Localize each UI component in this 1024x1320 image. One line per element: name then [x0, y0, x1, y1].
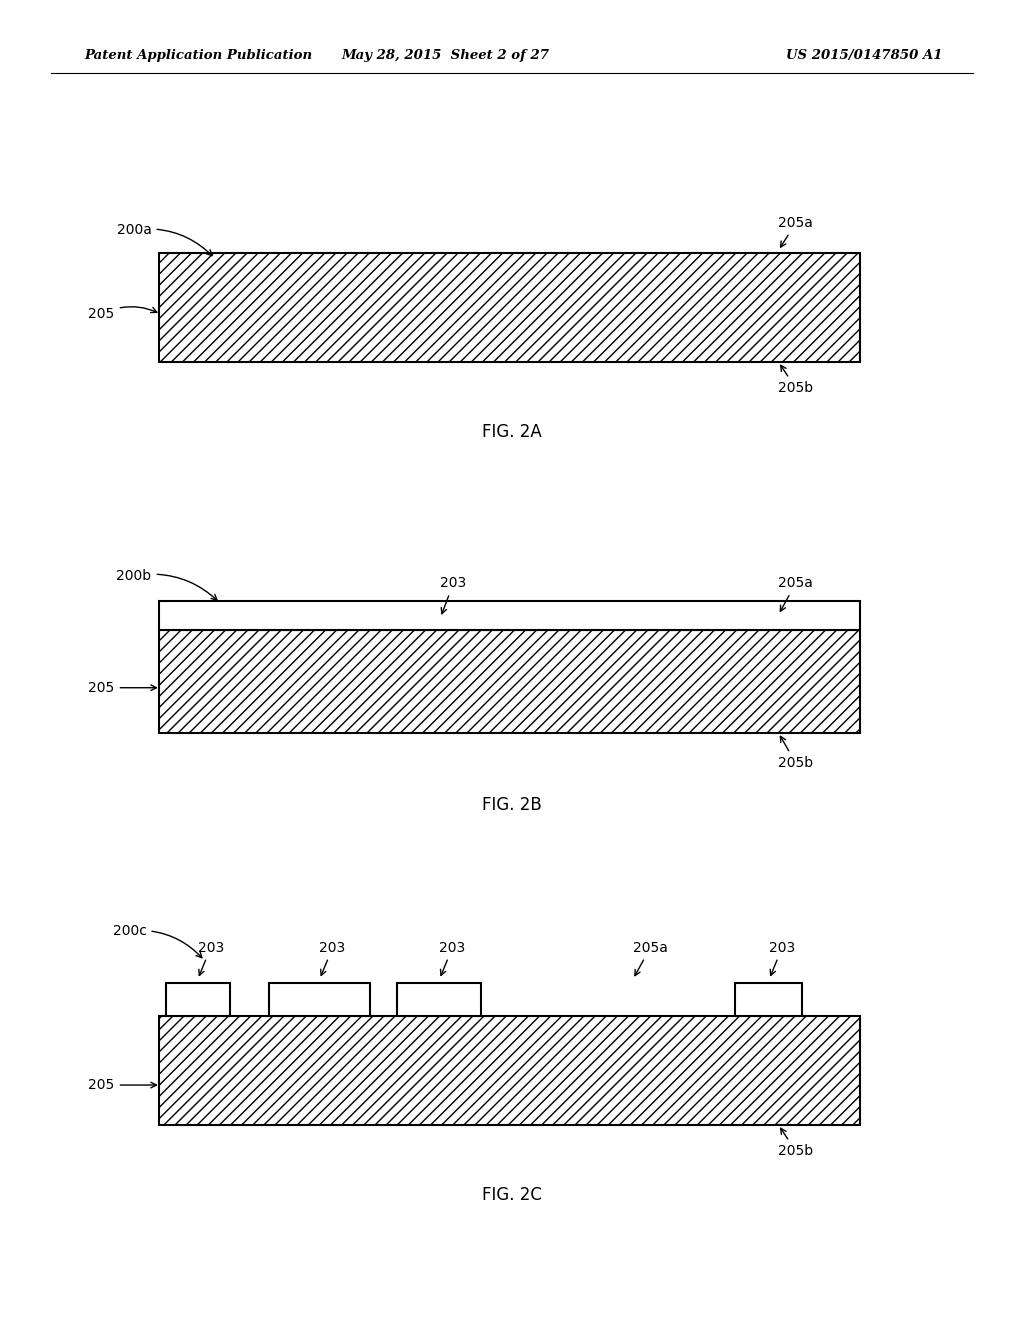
Text: 205: 205 — [88, 1078, 157, 1092]
Text: 203: 203 — [198, 941, 224, 975]
Text: FIG. 2A: FIG. 2A — [482, 422, 542, 441]
Text: 200a: 200a — [117, 223, 212, 256]
Bar — [159, 601, 860, 630]
Text: 205a: 205a — [633, 941, 668, 975]
Text: 205a: 205a — [778, 216, 813, 247]
Text: May 28, 2015  Sheet 2 of 27: May 28, 2015 Sheet 2 of 27 — [341, 49, 550, 62]
Text: FIG. 2C: FIG. 2C — [482, 1185, 542, 1204]
Text: Patent Application Publication: Patent Application Publication — [84, 49, 312, 62]
Text: 205a: 205a — [778, 577, 813, 611]
Bar — [397, 983, 481, 1016]
Text: 200c: 200c — [113, 924, 202, 958]
Text: 205b: 205b — [778, 737, 813, 770]
Text: 205: 205 — [88, 681, 157, 694]
Bar — [159, 1016, 860, 1125]
Text: 203: 203 — [319, 941, 346, 975]
Text: 203: 203 — [769, 941, 796, 975]
Text: 205: 205 — [88, 306, 157, 321]
Bar — [166, 983, 230, 1016]
Text: US 2015/0147850 A1: US 2015/0147850 A1 — [785, 49, 942, 62]
Bar — [735, 983, 802, 1016]
Text: 205b: 205b — [778, 1129, 813, 1158]
Text: 203: 203 — [439, 941, 466, 975]
Text: FIG. 2B: FIG. 2B — [482, 796, 542, 814]
Text: 203: 203 — [440, 577, 467, 614]
Text: 205b: 205b — [778, 366, 813, 395]
Bar — [269, 983, 370, 1016]
Text: 200b: 200b — [117, 569, 217, 601]
Bar — [159, 253, 860, 362]
Bar — [159, 630, 860, 733]
